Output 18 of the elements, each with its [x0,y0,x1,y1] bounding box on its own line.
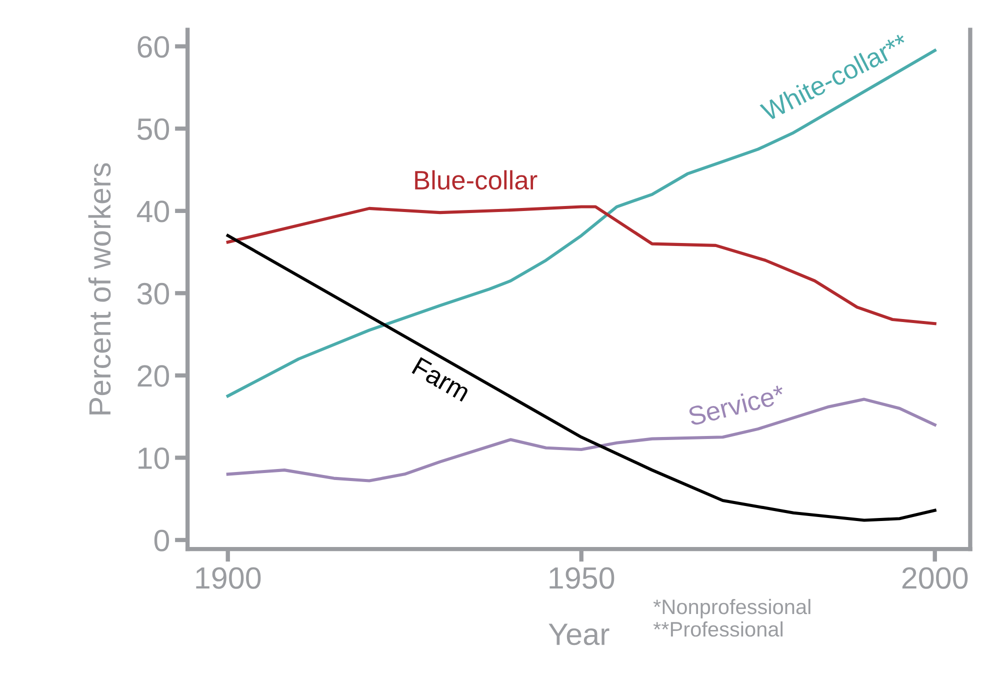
y-tick-label: 10 [138,447,170,470]
series-label: Blue-collar [415,170,538,190]
line-series [226,234,936,522]
y-axis-title: Percent of workers [88,163,111,414]
line-series [226,205,936,326]
text: *Nonprofessional **Professional [653,598,810,637]
x-tick-label: 1950 [550,567,614,589]
x-tick-label: 2000 [902,567,968,589]
x-axis-title: Year [548,624,610,646]
text: Service* [687,384,786,426]
y-tick-label: 0 [154,530,170,552]
y-tick-label: 40 [136,200,170,222]
y-tick-label: 30 [137,282,170,305]
x-tick-label: 1900 [196,567,261,589]
text: Farm [412,357,471,402]
y-tick-label: 50 [137,118,170,140]
y-tick-label: 60 [138,36,170,58]
y-tick-label: 20 [138,365,170,387]
